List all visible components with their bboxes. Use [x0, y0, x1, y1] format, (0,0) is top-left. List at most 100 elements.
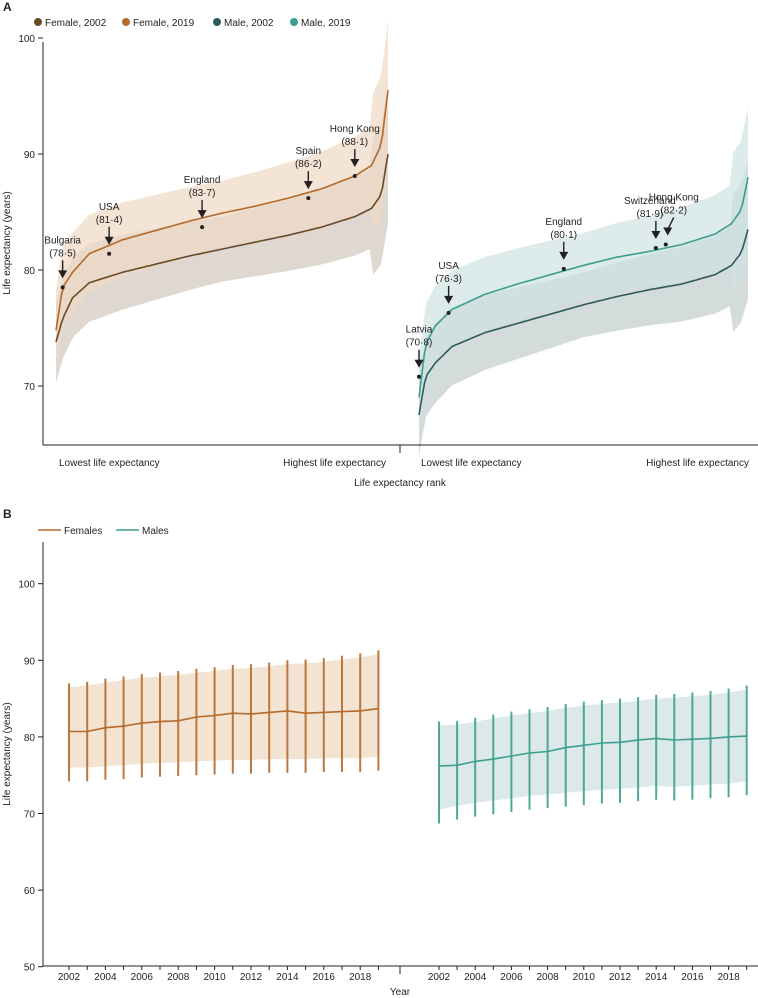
panel-b-xlabel-male-2016: 2016	[681, 972, 704, 983]
annotation-value-7: (76·3)	[435, 274, 462, 285]
panel-a-ytick-label-2: 80	[24, 266, 36, 277]
panel-b-ytick-label-3: 70	[24, 810, 36, 821]
panel-b-legend: Females Males	[38, 526, 169, 537]
panel-b-ytick-label-2: 60	[24, 886, 36, 897]
annotation-point-3	[200, 225, 205, 230]
females-mean-line	[69, 707, 379, 733]
panel-b-xlabel-male-2008: 2008	[536, 972, 559, 983]
annotation-value-3: (83·7)	[189, 188, 216, 199]
legend-marker-2	[122, 18, 130, 26]
males-mean-line	[438, 735, 747, 767]
annotation-value-9: (81·9)	[637, 209, 664, 220]
female-2002-line	[55, 153, 389, 343]
males-band	[439, 689, 747, 810]
annotation-name-10: Hong Kong	[649, 192, 699, 203]
panel-b-xlabel-male-2012: 2012	[609, 972, 632, 983]
panel-b-xlabel-female-2006: 2006	[131, 972, 154, 983]
panel-a-legend: Female, 2002 Female, 2019 Male, 2002 Male, …	[34, 18, 351, 29]
male-2002-band	[419, 159, 748, 456]
panel-a-ylabel: Life expectancy (years)	[2, 191, 13, 294]
legend-label-1: Female, 2002	[45, 18, 107, 29]
panel-b-axes: 50 60 70 80 90 100 Life expectancy (years) 2002…	[2, 542, 758, 998]
panel-b-ytick-label-1: 50	[24, 963, 36, 974]
annotation-point-4	[306, 196, 311, 201]
panel-b-xlabel-female-2004: 2004	[94, 972, 117, 983]
panel-a-xlabel: Life expectancy rank	[354, 478, 447, 489]
panel-a-label: A	[3, 0, 12, 14]
annotation-point-2	[107, 251, 112, 256]
annotation-point-5	[352, 174, 357, 179]
legend-marker-4	[290, 18, 298, 26]
annotation-name-7: USA	[438, 261, 459, 272]
panel-a-x-low-left: Lowest life expectancy	[59, 458, 160, 469]
legend-b-label-males: Males	[142, 526, 169, 537]
annotation-arrow-head-9	[651, 230, 661, 239]
annotation-point-1	[60, 285, 65, 290]
annotation-arrow-head-7	[444, 295, 454, 304]
annotation-point-7	[446, 310, 451, 315]
annotation-value-10: (82·2)	[660, 205, 687, 216]
legend-label-4: Male, 2019	[301, 18, 351, 29]
panel-a-annotations: Bulgaria (78·5) USA (81·4) England (83·7) Spai…	[44, 124, 699, 379]
annotation-value-6: (70·8)	[406, 338, 433, 349]
annotation-value-4: (86·2)	[295, 159, 322, 170]
annotation-name-3: England	[184, 175, 221, 186]
panel-b-ytick-label-4: 80	[24, 733, 36, 744]
annotation-point-9	[653, 245, 658, 250]
annotation-arrow-head-10	[663, 227, 673, 236]
panel-b-label: B	[3, 507, 12, 521]
annotation-name-6: Latvia	[406, 325, 433, 336]
panel-b-ytick-label-6: 100	[18, 580, 35, 591]
panel-b-xlabel-male-2014: 2014	[645, 972, 668, 983]
panel-b-xlabel-female-2018: 2018	[349, 972, 372, 983]
panel-b-ylabel: Life expectancy (years)	[2, 702, 13, 805]
annotation-name-4: Spain	[296, 146, 322, 157]
panel-b-xlabel-female-2008: 2008	[167, 972, 190, 983]
annotation-point-10	[663, 242, 668, 247]
panel-b-xlabel: Year	[390, 987, 411, 998]
panel-a-ytick-label-3: 90	[24, 150, 36, 161]
panel-b-xlabel-male-2018: 2018	[717, 972, 740, 983]
annotation-arrow-head-6	[414, 359, 424, 368]
panel-b-uncertainty-bands	[69, 654, 747, 810]
female-2019-band	[56, 20, 388, 371]
annotation-value-5: (88·1)	[341, 137, 368, 148]
panel-b-xlabel-female-2014: 2014	[276, 972, 299, 983]
male-2002-line	[418, 229, 749, 416]
legend-label-2: Female, 2019	[133, 18, 195, 29]
panel-b-xlabel-female-2002: 2002	[58, 972, 81, 983]
annotation-name-1: Bulgaria	[44, 235, 81, 246]
annotation-point-8	[561, 266, 566, 271]
panel-a-x-low-right: Lowest life expectancy	[421, 458, 522, 469]
annotation-arrow-head-1	[58, 270, 68, 279]
panel-a-uncertainty-bands	[56, 20, 748, 456]
annotation-point-6	[417, 374, 421, 379]
females-band	[69, 654, 379, 768]
annotation-arrow-head-8	[559, 251, 569, 260]
panel-b-xlabel-female-2010: 2010	[203, 972, 226, 983]
panel-b-xlabel-male-2002: 2002	[428, 972, 451, 983]
legend-marker-1	[34, 18, 42, 26]
annotation-value-2: (81·4)	[96, 215, 123, 226]
panel-b-xlabel-female-2016: 2016	[313, 972, 336, 983]
annotation-arrow-head-4	[303, 181, 313, 190]
female-2019-line	[55, 90, 389, 331]
panel-a-ytick-label-4: 100	[18, 34, 35, 45]
annotation-arrow-head-5	[350, 159, 360, 168]
panel-b-lines	[68, 650, 748, 824]
annotation-name-2: USA	[99, 202, 120, 213]
annotation-value-1: (78·5)	[49, 248, 76, 259]
annotation-value-8: (80·1)	[550, 230, 577, 241]
annotation-name-5: Hong Kong	[330, 124, 380, 135]
male-2019-line	[418, 177, 749, 398]
panel-b-xlabel-male-2010: 2010	[573, 972, 596, 983]
panel-a-x-high-right: Highest life expectancy	[646, 458, 749, 469]
panel-a-x-high-left: Highest life expectancy	[283, 458, 386, 469]
male-2019-band	[419, 107, 748, 439]
annotation-name-9: Switzerland	[624, 196, 676, 207]
panel-b-xlabel-male-2004: 2004	[464, 972, 487, 983]
panel-b-xlabel-male-2006: 2006	[500, 972, 523, 983]
legend-b-label-females: Females	[64, 526, 102, 537]
panel-a-lines	[55, 90, 749, 416]
legend-marker-3	[213, 18, 221, 26]
